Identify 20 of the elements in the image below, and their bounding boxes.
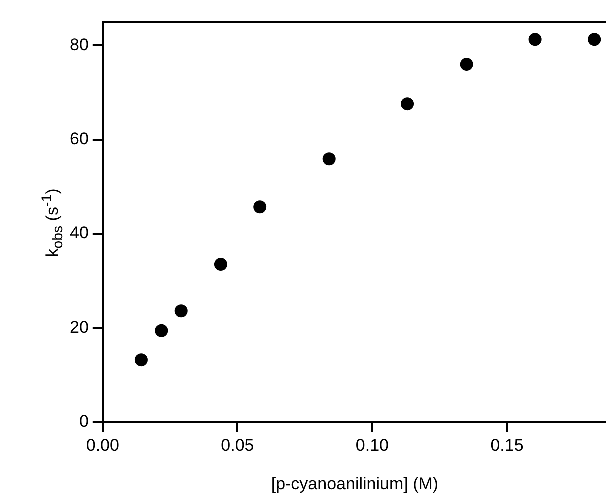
point — [254, 200, 267, 214]
point — [174, 304, 188, 318]
y-tick-label: 0 — [79, 412, 89, 431]
y-tick-label: 20 — [70, 318, 89, 337]
point — [214, 258, 228, 272]
point — [401, 98, 414, 111]
y-tick-label: 80 — [70, 35, 89, 54]
point — [155, 324, 168, 338]
point — [460, 58, 474, 72]
y-tick-label: 60 — [70, 130, 89, 149]
point — [528, 33, 542, 46]
x-tick-label: 0.00 — [86, 436, 120, 456]
y-tick-label: 40 — [70, 224, 89, 243]
x-tick-label: 0.05 — [221, 436, 254, 456]
point — [322, 152, 336, 166]
point — [134, 354, 148, 367]
x-tick-label: 0.15 — [490, 436, 524, 456]
x-tick-label: 0.10 — [356, 436, 390, 456]
point — [588, 33, 602, 46]
x-axis-title: [p-cyanoanilinium] (M) — [271, 474, 439, 494]
